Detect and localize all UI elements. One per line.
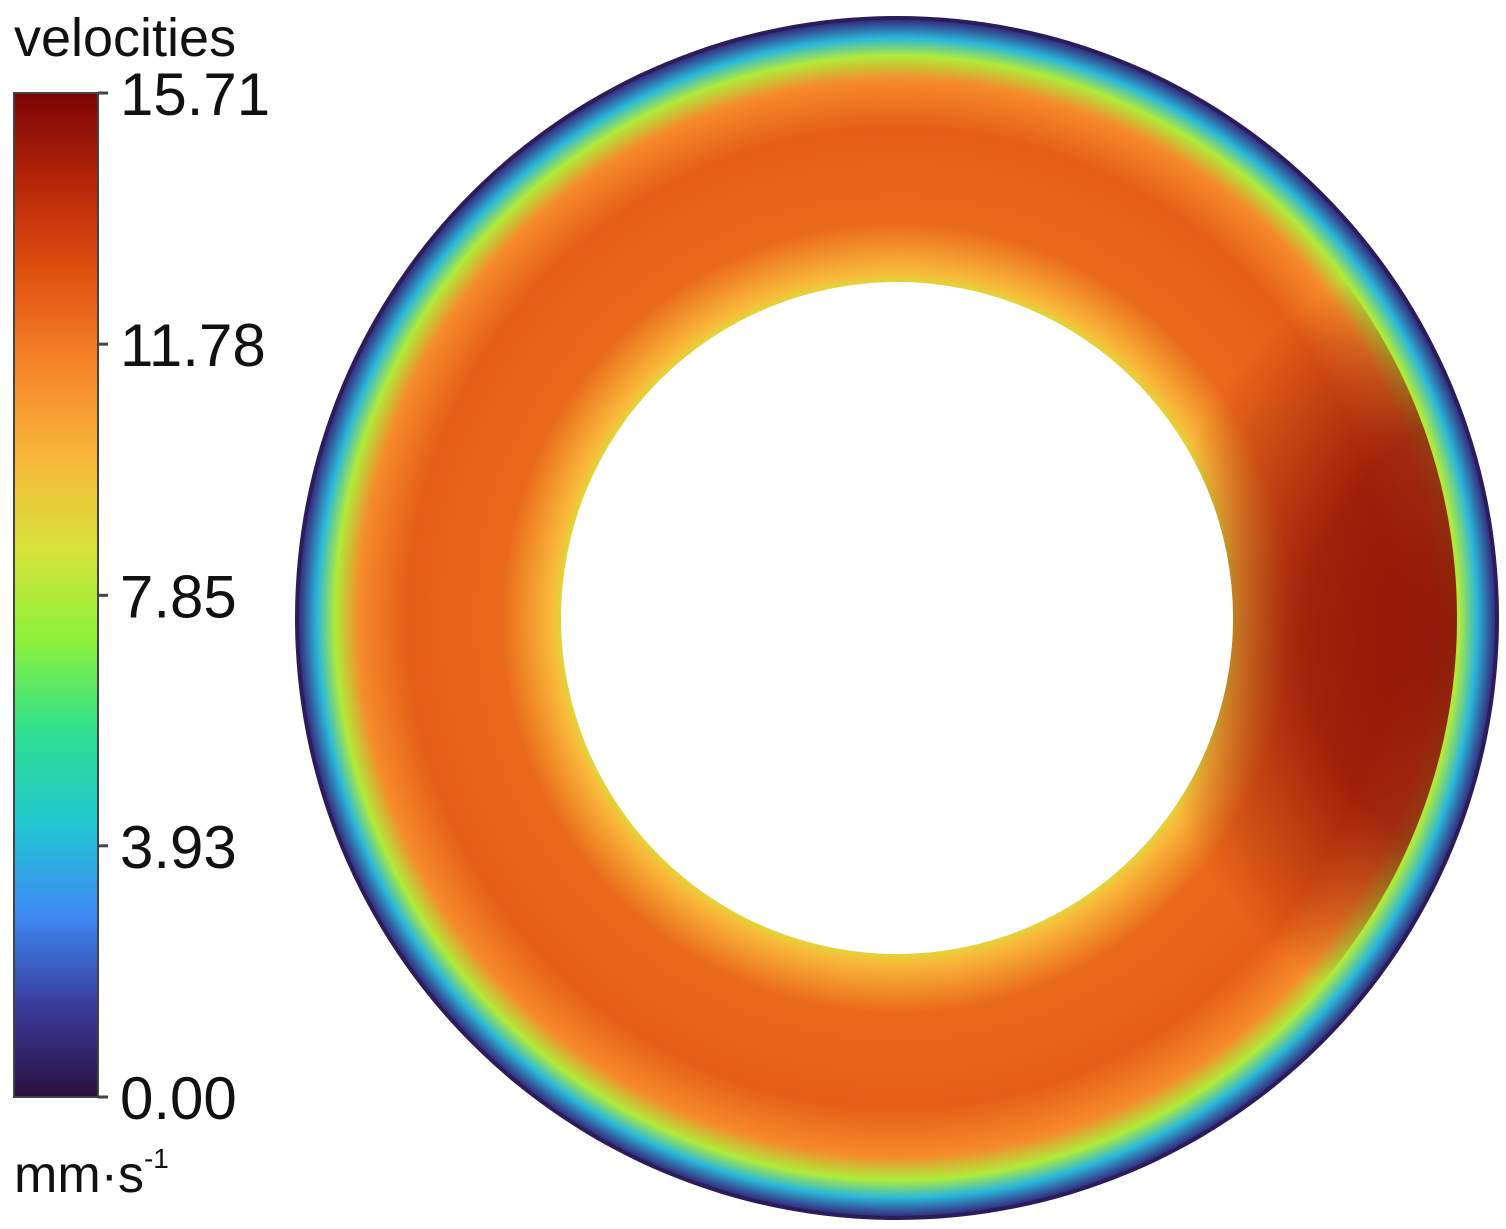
colorbar-tick-label: 15.71 — [120, 61, 270, 128]
colorbar-unit: mm·s-1 — [14, 1143, 169, 1204]
velocity-field — [295, 16, 1506, 1220]
colorbar-unit-base: mm·s — [14, 1146, 144, 1204]
colorbar-tick-label: 3.93 — [120, 814, 237, 881]
colorbar-tick-label: 0.00 — [120, 1065, 237, 1132]
colorbar-unit-exponent: -1 — [144, 1143, 169, 1174]
colorbar-gradient — [13, 92, 99, 1098]
annulus-inner-hole — [561, 282, 1233, 954]
colorbar-tick-label: 11.78 — [120, 312, 266, 379]
colorbar-legend: velocities 15.71 11.78 7.85 3.93 0.00 mm·s-1 — [13, 8, 270, 1204]
colorbar-tick-label: 7.85 — [120, 563, 237, 630]
colorbar-ticks: 15.71 11.78 7.85 3.93 0.00 — [98, 61, 270, 1132]
peak-velocity-region — [1140, 223, 1506, 1057]
colorbar-title: velocities — [14, 8, 236, 68]
